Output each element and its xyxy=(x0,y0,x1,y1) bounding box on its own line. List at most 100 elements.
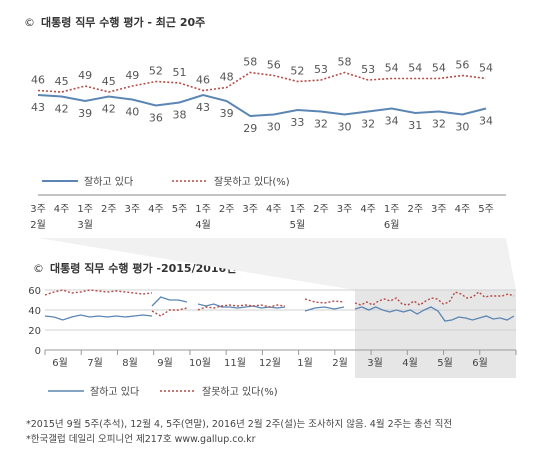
disapprove-data-label: 54 xyxy=(385,62,399,75)
approve-data-label: 42 xyxy=(55,103,69,116)
chart-title-recent-text: 대통령 직무 수행 평가 - 최근 20주 xyxy=(41,16,206,29)
approve-data-label: 43 xyxy=(196,101,210,114)
disapprove-data-label: 51 xyxy=(172,66,186,79)
x-tick-month-label: 8월 xyxy=(122,357,138,369)
chart-title-yearly-text: 대통령 직무 수행 평가 -2015/2016년 xyxy=(50,262,237,275)
x-tick-week-label: 4주 xyxy=(148,204,164,215)
zoom-connector xyxy=(38,238,516,290)
disapprove-line-yearly xyxy=(151,307,188,317)
x-tick-week-label: 4주 xyxy=(455,204,471,215)
disapprove-data-label: 53 xyxy=(314,63,328,76)
disapprove-data-label: 58 xyxy=(338,56,352,69)
approve-data-label: 39 xyxy=(78,107,92,120)
chart-title-recent: © 대통령 직무 수행 평가 - 최근 20주 xyxy=(24,14,205,30)
disapprove-line-yearly xyxy=(354,291,515,306)
x-tick-week-label: 4주 xyxy=(360,204,376,215)
x-tick-month-label: 11월 xyxy=(224,357,246,369)
disapprove-data-label: 49 xyxy=(78,69,92,82)
x-tick-week-label: 5주 xyxy=(478,204,494,215)
x-tick-month-label: 4월 xyxy=(195,219,211,231)
approve-data-label: 30 xyxy=(267,121,281,134)
x-tick-month-label: 4월 xyxy=(402,357,418,369)
approve-line-recent xyxy=(37,93,487,118)
approve-data-label: 43 xyxy=(31,101,45,114)
x-tick-month-label: 2월 xyxy=(30,219,46,231)
approve-data-label: 36 xyxy=(149,112,163,125)
x-tick-month-label: 3월 xyxy=(367,357,383,369)
x-tick-month-label: 6월 xyxy=(472,357,488,369)
disapprove-data-label: 53 xyxy=(361,63,375,76)
legend-approve-label: 잘하고 있다 xyxy=(84,175,133,188)
approve-data-label: 30 xyxy=(338,121,352,134)
disapprove-data-label: 49 xyxy=(125,69,139,82)
approve-line-yearly xyxy=(151,296,188,307)
disapprove-data-label: 45 xyxy=(55,75,69,88)
x-tick-week-label: 2주 xyxy=(407,204,423,215)
x-tick-week-label: 3주 xyxy=(337,204,353,215)
x-tick-month-label: 5월 xyxy=(437,357,453,369)
x-tick-month-label: 6월 xyxy=(384,219,400,231)
disapprove-data-label: 54 xyxy=(479,62,493,75)
x-tick-week-label: 4주 xyxy=(54,204,70,215)
x-tick-month-label: 5월 xyxy=(290,219,306,231)
x-tick-week-label: 2주 xyxy=(101,204,117,215)
disapprove-data-label: 56 xyxy=(455,59,469,72)
copyright-icon: © xyxy=(24,16,35,29)
x-tick-week-label: 5주 xyxy=(172,204,188,215)
disapprove-data-label: 54 xyxy=(408,62,422,75)
footnote-source: *한국갤럽 데일리 오피니언 제217호 www.gallup.co.kr xyxy=(26,434,256,445)
legend-approve-label: 잘하고 있다 xyxy=(90,385,139,398)
disapprove-line-recent xyxy=(37,71,487,93)
x-tick-week-label: 1주 xyxy=(77,204,93,215)
approve-line-yearly xyxy=(354,306,515,322)
footnote-survey: *2015년 9월 5주(추석), 12월 4, 5주(연말), 2016년 2… xyxy=(26,419,453,430)
disapprove-data-label: 46 xyxy=(196,74,210,87)
x-tick-month-label: 1월 xyxy=(297,357,313,369)
disapprove-data-label: 46 xyxy=(31,74,45,87)
approve-data-label: 42 xyxy=(102,103,116,116)
approve-data-label: 34 xyxy=(479,115,493,128)
legend-disapprove-label: 잘못하고 있다(%) xyxy=(202,385,278,398)
approve-data-label: 32 xyxy=(432,118,446,131)
disapprove-data-label: 45 xyxy=(102,75,116,88)
approve-data-label: 29 xyxy=(243,122,257,135)
disapprove-data-label: 54 xyxy=(432,62,446,75)
x-tick-week-label: 4주 xyxy=(266,204,282,215)
x-tick-month-label: 9월 xyxy=(157,357,173,369)
disapprove-data-label: 48 xyxy=(220,71,234,84)
approve-data-label: 34 xyxy=(385,115,399,128)
legend-disapprove-label: 잘못하고 있다(%) xyxy=(214,175,290,188)
approve-data-label: 40 xyxy=(125,106,139,119)
disapprove-line-yearly xyxy=(44,289,153,296)
disapprove-line-yearly xyxy=(304,298,345,304)
highlight-band xyxy=(355,290,516,378)
copyright-icon: © xyxy=(33,262,44,275)
x-tick-month-label: 2월 xyxy=(332,357,348,369)
x-tick-month-label: 6월 xyxy=(52,357,68,369)
approve-data-label: 33 xyxy=(290,116,304,129)
approve-data-label: 30 xyxy=(455,121,469,134)
disapprove-line-yearly xyxy=(197,304,286,311)
x-tick-month-label: 12월 xyxy=(259,357,281,369)
x-tick-week-label: 1주 xyxy=(384,204,400,215)
x-tick-week-label: 1주 xyxy=(195,204,211,215)
approve-data-label: 31 xyxy=(408,119,422,132)
chart-title-yearly: © 대통령 직무 수행 평가 -2015/2016년 xyxy=(33,260,236,276)
y-tick-label: 20 xyxy=(28,326,41,337)
x-tick-week-label: 3주 xyxy=(125,204,141,215)
x-tick-month-label: 7월 xyxy=(87,357,103,369)
x-tick-week-label: 2주 xyxy=(313,204,329,215)
y-tick-label: 0 xyxy=(35,346,41,357)
approve-line-yearly xyxy=(44,314,153,321)
disapprove-data-label: 52 xyxy=(290,65,304,78)
approve-data-label: 38 xyxy=(172,109,186,122)
x-tick-week-label: 3주 xyxy=(30,204,46,215)
approve-data-label: 32 xyxy=(314,118,328,131)
x-tick-week-label: 3주 xyxy=(431,204,447,215)
x-tick-week-label: 3주 xyxy=(242,204,258,215)
y-tick-label: 40 xyxy=(28,306,41,317)
approve-line-yearly xyxy=(304,306,345,312)
approve-data-label: 32 xyxy=(361,118,375,131)
approve-data-label: 39 xyxy=(220,107,234,120)
